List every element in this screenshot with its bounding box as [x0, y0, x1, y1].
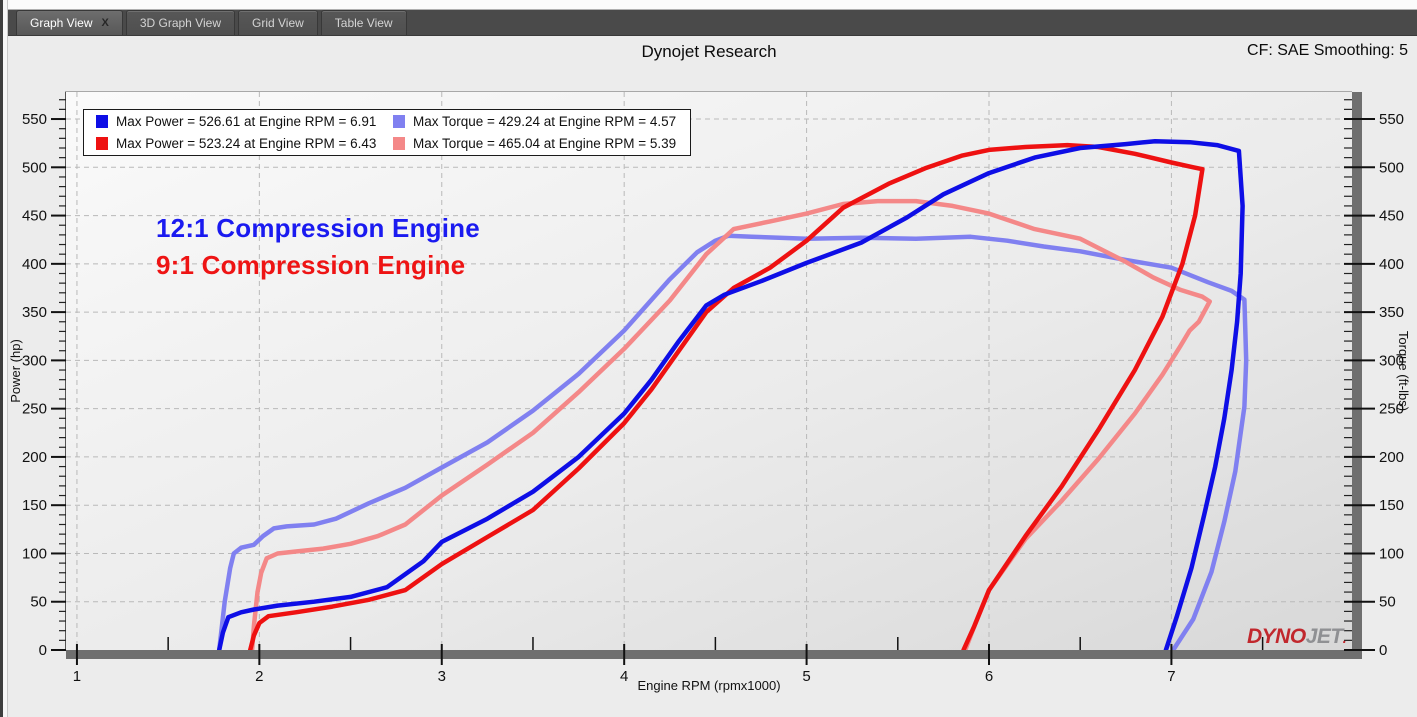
y-tick-label-right: 0 — [1379, 642, 1387, 659]
legend-item-torque-9-1: Max Torque = 465.04 at Engine RPM = 5.39 — [393, 136, 690, 151]
x-tick-label: 3 — [438, 668, 446, 685]
y-tick-label-left: 400 — [22, 256, 47, 273]
y-tick-label-left: 250 — [22, 401, 47, 418]
legend-item-torque-12-1: Max Torque = 429.24 at Engine RPM = 4.57 — [393, 114, 690, 129]
plot-background — [66, 92, 1352, 650]
x-tick-label: 7 — [1167, 668, 1175, 685]
y-tick-label-right: 550 — [1379, 111, 1404, 128]
y-tick-label-right: 400 — [1379, 256, 1404, 273]
x-tick-label: 5 — [802, 668, 810, 685]
y-tick-label-left: 300 — [22, 352, 47, 369]
y-tick-label-left: 500 — [22, 159, 47, 176]
x-tick-label: 2 — [255, 668, 263, 685]
tab-label: Grid View — [251, 16, 304, 30]
x-tick-label: 1 — [73, 668, 81, 685]
y-tick-label-right: 150 — [1379, 497, 1404, 514]
y-tick-label-right: 200 — [1379, 449, 1404, 466]
y-tick-label-left: 550 — [22, 111, 47, 128]
y-tick-label-right: 450 — [1379, 208, 1404, 225]
x-tick-label: 6 — [985, 668, 993, 685]
y-tick-label-left: 100 — [22, 545, 47, 562]
legend-label: Max Power = 526.61 at Engine RPM = 6.91 — [116, 113, 377, 129]
y-axis-right: 0 50 100 150 200 250 300 350 400 450 500 550 — [1344, 99, 1404, 659]
legend: Max Power = 526.61 at Engine RPM = 6.91 M… — [83, 109, 691, 156]
dynojet-logo: DYNOJET. — [1247, 625, 1347, 649]
y-tick-label-right: 100 — [1379, 545, 1404, 562]
curve-power-12-1 — [216, 138, 1245, 653]
correction-smoothing-label: CF: SAE Smoothing: 5 — [1247, 42, 1408, 59]
close-icon[interactable]: X — [101, 16, 109, 29]
legend-label: Max Torque = 429.24 at Engine RPM = 4.57 — [413, 113, 677, 129]
x-axis-bar — [66, 650, 1362, 659]
annotation-9-1-compression-engine: 9:1 Compression Engine — [156, 250, 466, 280]
y-tick-label-left: 150 — [22, 497, 47, 514]
dynojet-logo-red: DYNO — [1247, 625, 1306, 648]
right-axis-bar — [1352, 92, 1362, 659]
y-tick-label-right: 500 — [1379, 159, 1404, 176]
y-tick-label-left: 50 — [30, 594, 47, 611]
tab-label: Table View — [334, 16, 393, 30]
tab-label: 3D Graph View — [139, 16, 221, 30]
y-tick-label-left: 0 — [39, 642, 47, 659]
x-tick-label: 4 — [620, 668, 628, 685]
tab-table-view[interactable]: Table View — [320, 10, 407, 35]
legend-swatch-torque-9-1 — [393, 137, 405, 151]
y-tick-label-left: 200 — [22, 449, 47, 466]
tab-3d-graph-view[interactable]: 3D Graph View — [125, 10, 235, 35]
tab-bar: Graph View X 3D Graph View Grid View Table V… — [8, 10, 1417, 36]
legend-swatch-power-12-1 — [96, 114, 108, 128]
y-axis-title-right: Torque (ft-lbs) — [1396, 331, 1411, 411]
y-axis-title-left: Power (hp) — [8, 339, 23, 403]
y-tick-label-right: 300 — [1379, 352, 1404, 369]
page-title: Dynojet Research — [641, 42, 777, 61]
tab-grid-view[interactable]: Grid View — [237, 10, 318, 35]
legend-swatch-torque-12-1 — [393, 114, 405, 128]
annotation-12-1-compression-engine: 12:1 Compression Engine — [156, 213, 480, 243]
legend-item-power-9-1: Max Power = 523.24 at Engine RPM = 6.43 — [96, 136, 393, 151]
y-tick-label-left: 350 — [22, 304, 47, 321]
curve-power-9-1 — [247, 142, 1205, 653]
legend-label: Max Power = 523.24 at Engine RPM = 6.43 — [116, 136, 377, 152]
y-tick-label-right: 50 — [1379, 594, 1396, 611]
tab-graph-view[interactable]: Graph View X — [16, 10, 123, 35]
window-top-strip — [8, 0, 1417, 10]
window-left-edge — [0, 0, 3, 717]
x-axis: 1 2 3 4 5 6 7 — [73, 637, 1264, 685]
dynojet-logo-dot: . — [1342, 630, 1347, 646]
dynojet-logo-gray: JET — [1305, 625, 1344, 648]
legend-item-power-12-1: Max Power = 526.61 at Engine RPM = 6.91 — [96, 114, 393, 129]
chart-annotations: 12:1 Compression Engine 9:1 Compression E… — [156, 210, 480, 284]
legend-label: Max Torque = 465.04 at Engine RPM = 5.39 — [413, 136, 677, 152]
x-axis-title: Engine RPM (rpmx1000) — [637, 678, 780, 693]
y-tick-label-right: 350 — [1379, 304, 1404, 321]
y-axis-left: 0 50 100 150 200 250 300 350 400 450 500 550 — [22, 99, 66, 659]
legend-swatch-power-9-1 — [96, 137, 108, 151]
y-tick-label-right: 250 — [1379, 401, 1404, 418]
curve-torque-9-1 — [249, 198, 1212, 653]
curves — [216, 138, 1249, 653]
tab-label: Graph View — [30, 16, 93, 30]
y-tick-label-left: 450 — [22, 208, 47, 225]
window-left-gutter — [3, 0, 8, 717]
